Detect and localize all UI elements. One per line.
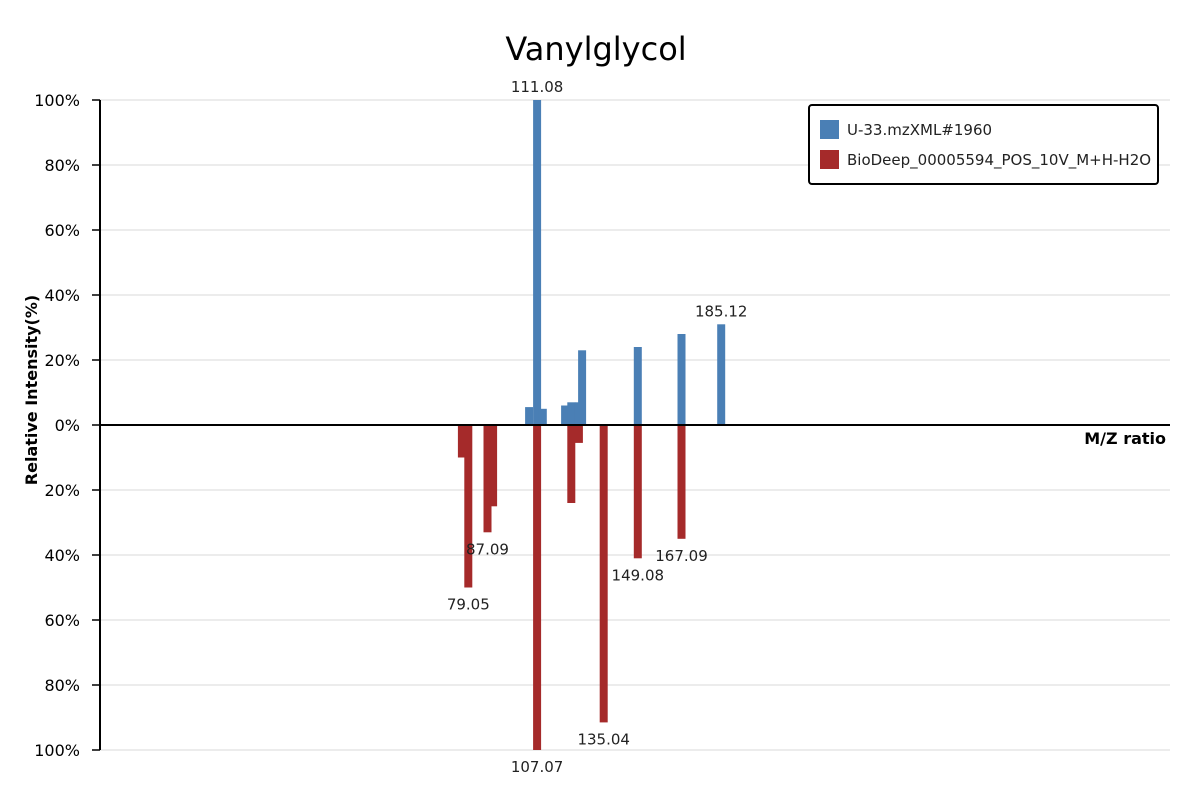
y-tick-label: 40% — [44, 546, 80, 565]
y-tick-label: 60% — [44, 221, 80, 240]
query-peak-bar — [567, 402, 576, 426]
x-axis-label: M/Z ratio — [1084, 429, 1166, 448]
reference-peak-bar — [464, 425, 473, 588]
spectrum-bars — [457, 100, 726, 750]
query-peak-bar — [533, 100, 542, 425]
reference-peak-bar — [483, 425, 492, 533]
query-peak-bar — [561, 405, 570, 425]
query-peak-bar — [717, 324, 726, 426]
y-tick-label: 80% — [44, 156, 80, 175]
legend-swatch — [820, 120, 839, 139]
y-tick-label: 100% — [34, 91, 80, 110]
query-peak-bar — [677, 334, 686, 425]
reference-peak-bar — [677, 425, 686, 539]
chart-title: Vanylglycol — [505, 30, 686, 68]
reference-peak-bar — [633, 425, 642, 559]
y-tick-label: 20% — [44, 481, 80, 500]
reference-peak-bar — [457, 425, 466, 458]
y-tick-labels: 100% 80% 60% 40% 20% 0% 20% 40% 60% 80% 100% — [34, 91, 100, 760]
reference-peak-bar — [599, 425, 608, 723]
query-peak-bar — [633, 347, 642, 425]
peak-label: 149.08 — [612, 566, 665, 584]
y-tick-label: 0% — [55, 416, 80, 435]
peak-label: 87.09 — [466, 540, 509, 558]
legend-label: BioDeep_00005594_POS_10V_M+H-H2O — [847, 151, 1151, 170]
reference-peak-bar — [567, 425, 576, 503]
peak-label: 167.09 — [655, 547, 708, 565]
y-tick-label: 80% — [44, 676, 80, 695]
peak-label: 111.08 — [511, 78, 564, 96]
legend-label: U-33.mzXML#1960 — [847, 121, 992, 139]
peak-label: 185.12 — [695, 302, 748, 320]
peak-label: 135.04 — [577, 730, 630, 748]
reference-peak-bar — [489, 425, 498, 507]
y-tick-label: 40% — [44, 286, 80, 305]
reference-peak-bar — [533, 425, 542, 750]
peak-label: 79.05 — [447, 596, 490, 614]
y-axis-label: Relative Intensity(%) — [22, 295, 41, 485]
peak-label: 107.07 — [511, 758, 564, 776]
query-peak-bar — [525, 407, 534, 425]
query-peak-bar — [578, 350, 587, 426]
reference-peak-bar — [574, 425, 583, 443]
legend-box — [808, 104, 1159, 185]
legend: U-33.mzXML#1960 BioDeep_00005594_POS_10V_… — [808, 104, 1159, 185]
y-tick-label: 100% — [34, 741, 80, 760]
y-tick-label: 60% — [44, 611, 80, 630]
legend-swatch — [820, 150, 839, 169]
axes — [99, 100, 1170, 750]
y-tick-label: 20% — [44, 351, 80, 370]
peak-labels: 111.08 185.12 79.05 87.09 107.07 135.04 149.08… — [447, 78, 748, 776]
query-peak-bar — [538, 408, 547, 426]
